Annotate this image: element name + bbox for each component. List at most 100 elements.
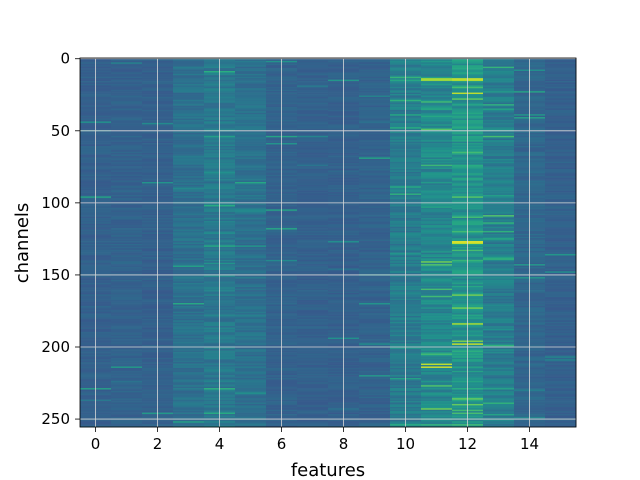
y-axis-label: channels <box>12 203 33 284</box>
heatmap-cell <box>173 82 205 85</box>
heatmap-cell <box>297 181 329 184</box>
heatmap-cell <box>111 357 143 360</box>
heatmap-cell <box>111 328 143 331</box>
heatmap-cell <box>545 59 577 62</box>
heatmap-cell <box>111 223 143 226</box>
heatmap-cell <box>545 405 577 408</box>
heatmap-cell <box>173 320 205 323</box>
heatmap-cell <box>111 216 143 219</box>
heatmap-cell <box>235 115 267 118</box>
heatmap-cell <box>545 330 577 333</box>
heatmap-cell <box>235 383 267 386</box>
heatmap-cell <box>359 285 391 288</box>
heatmap-cell <box>483 65 515 67</box>
heatmap-cell <box>111 154 143 157</box>
heatmap-cell <box>111 209 143 212</box>
heatmap-cell <box>297 135 329 138</box>
heatmap-cell <box>173 272 205 275</box>
heatmap-cell <box>297 326 329 328</box>
heatmap-cell <box>173 193 205 196</box>
heatmap-cell <box>173 395 205 398</box>
heatmap-cell <box>421 88 453 91</box>
heatmap-cell <box>483 179 515 181</box>
heatmap-cell <box>235 210 267 213</box>
heatmap-cell <box>111 147 143 150</box>
heatmap-cell <box>483 99 515 102</box>
heatmap-cell <box>359 183 391 186</box>
heatmap-cell <box>297 138 329 141</box>
heatmap-cell <box>297 190 329 193</box>
heatmap-cell <box>483 150 515 153</box>
heatmap-cell <box>483 83 515 86</box>
heatmap-cell <box>297 412 329 415</box>
heatmap-cell <box>111 375 143 377</box>
heatmap-cell <box>297 399 329 402</box>
heatmap-cell <box>421 170 453 173</box>
heatmap-cell <box>297 395 329 398</box>
heatmap-cell <box>235 367 267 370</box>
heatmap-cell <box>359 339 391 341</box>
heatmap-cell <box>111 414 143 416</box>
heatmap-cell <box>421 390 453 393</box>
heatmap-cell <box>359 284 391 287</box>
heatmap-cell <box>173 334 205 337</box>
heatmap-cell <box>297 239 329 242</box>
heatmap-cell <box>359 340 391 343</box>
heatmap-cell <box>111 382 143 385</box>
heatmap-cell <box>235 326 267 328</box>
heatmap-cell <box>483 305 515 308</box>
heatmap-cell <box>359 271 391 274</box>
heatmap-cell <box>297 193 329 196</box>
heatmap-cell <box>297 272 329 275</box>
heatmap-cell <box>297 91 329 93</box>
heatmap-cell <box>297 236 329 239</box>
heatmap-cell <box>297 265 329 268</box>
heatmap-cell <box>297 372 329 375</box>
heatmap-cell <box>421 396 453 399</box>
heatmap-cell <box>111 212 143 215</box>
heatmap-cell <box>111 233 143 236</box>
heatmap-cell <box>297 153 329 155</box>
heatmap-cell <box>545 327 577 330</box>
heatmap-cell <box>545 121 577 124</box>
heatmap-cell <box>483 365 515 367</box>
heatmap-cell <box>111 225 143 227</box>
heatmap-cell <box>235 388 267 390</box>
heatmap-cell <box>421 307 453 310</box>
heatmap-cell <box>359 352 391 354</box>
heatmap-cell <box>173 419 205 422</box>
heatmap-cell <box>483 395 515 398</box>
heatmap-cell <box>173 141 205 144</box>
heatmap-cell <box>235 347 267 350</box>
heatmap-cell <box>173 143 205 145</box>
heatmap-cell <box>235 141 267 144</box>
heatmap-cell <box>235 164 267 167</box>
heatmap-cell <box>545 189 577 191</box>
heatmap-cell <box>545 167 577 170</box>
heatmap-cell <box>235 316 267 318</box>
heatmap-cell <box>297 402 329 405</box>
heatmap-cell <box>545 285 577 288</box>
heatmap-cell <box>235 340 267 343</box>
heatmap-cell <box>297 108 329 111</box>
heatmap-cell <box>173 81 205 83</box>
heatmap-cell <box>235 119 267 122</box>
heatmap-cell <box>545 255 577 258</box>
heatmap-cell <box>235 310 267 313</box>
heatmap-cell <box>173 353 205 356</box>
heatmap-cell <box>545 242 577 245</box>
heatmap-cell <box>483 166 515 168</box>
heatmap-cell <box>235 167 267 170</box>
heatmap-cell <box>111 60 143 63</box>
heatmap-cell <box>545 163 577 166</box>
heatmap-cell <box>235 229 267 232</box>
heatmap-cell <box>421 212 453 215</box>
heatmap-cell <box>235 153 267 155</box>
heatmap-cell <box>235 279 267 282</box>
heatmap-cell <box>173 186 205 189</box>
heatmap-cell <box>483 109 515 112</box>
heatmap-cell <box>235 353 267 356</box>
heatmap-cell <box>483 411 515 413</box>
heatmap-cell <box>235 145 267 148</box>
heatmap-cell <box>235 408 267 411</box>
